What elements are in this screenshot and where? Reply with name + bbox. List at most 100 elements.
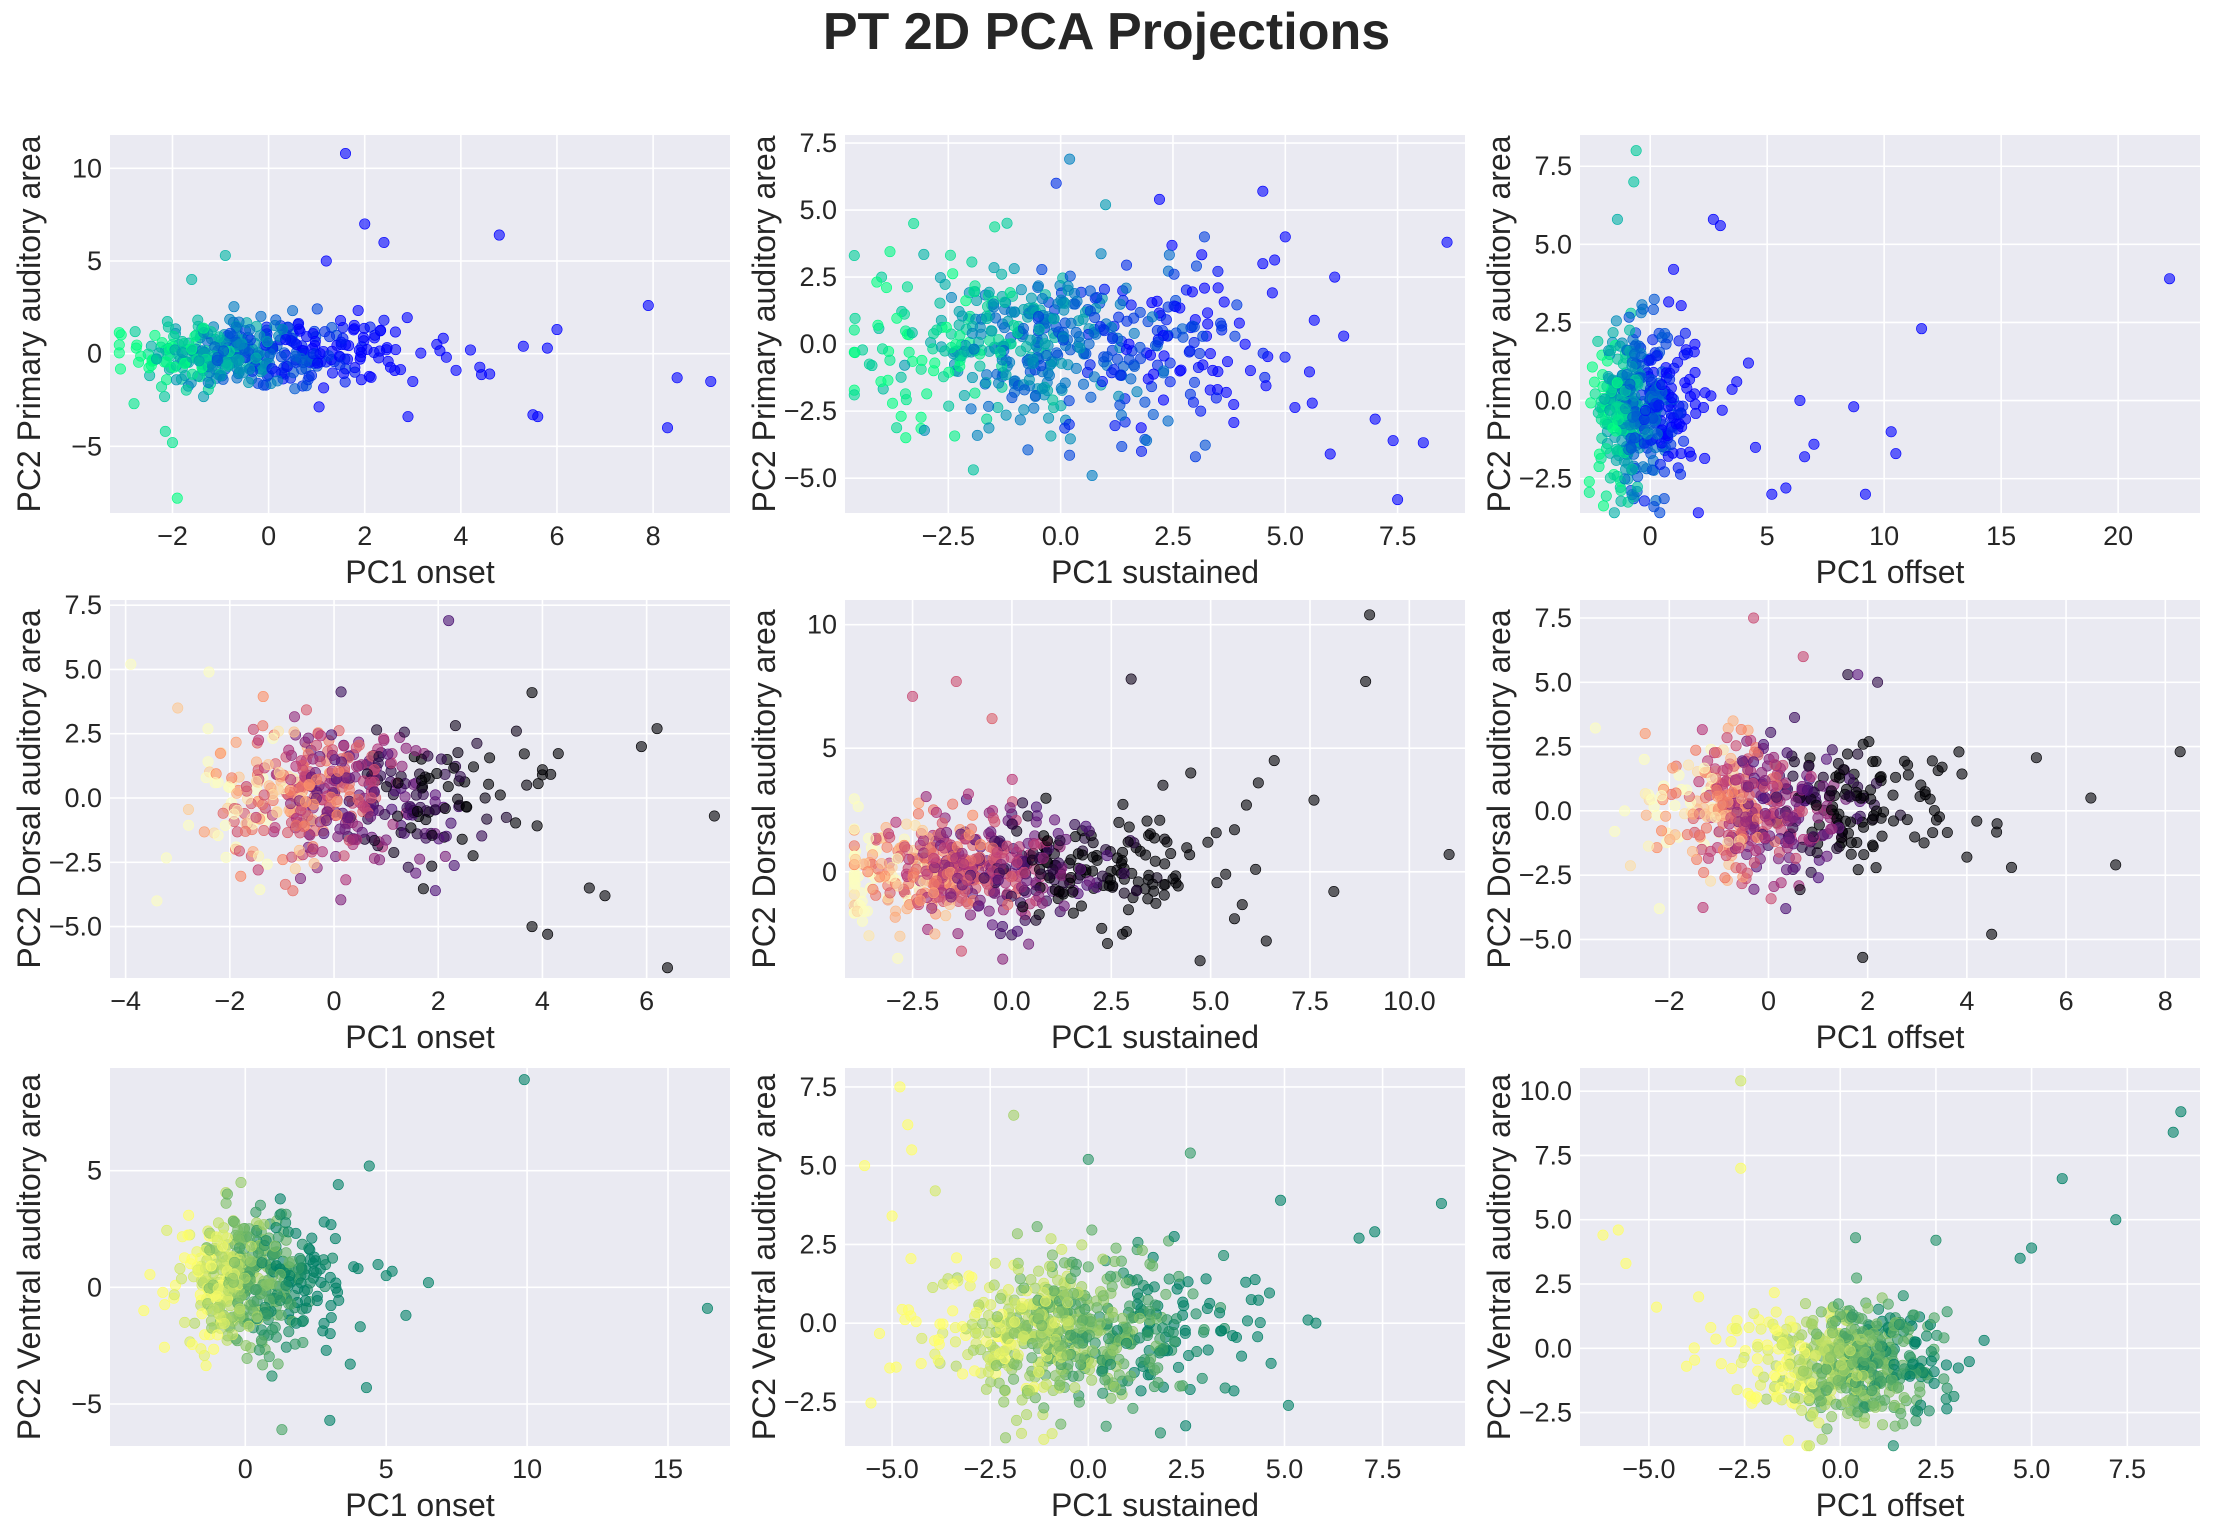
data-point [947,1305,959,1317]
data-point [1074,1322,1086,1334]
data-point [903,346,915,358]
data-point [280,1217,292,1229]
data-point [1159,858,1171,870]
data-point [1696,724,1708,736]
data-point [1638,437,1650,449]
y-tick-label: 2.5 [799,262,837,292]
x-tick-label: 2 [1860,986,1875,1016]
data-point [1624,860,1636,872]
data-point [1236,899,1248,911]
data-point [863,832,875,844]
data-point [273,766,285,778]
data-point [1002,1284,1014,1296]
data-point [1799,451,1811,463]
data-point [1144,1305,1156,1317]
data-point [151,353,163,365]
data-point [1088,327,1100,339]
data-point [1687,808,1699,820]
data-point [1046,1249,1058,1261]
data-point [449,720,461,732]
data-point [357,332,369,344]
data-point [307,328,319,340]
data-point [1360,676,1372,688]
data-point [1766,488,1778,500]
data-point [266,363,278,375]
data-point [1049,1317,1061,1329]
data-point [981,369,993,381]
data-point [1105,1270,1117,1282]
x-axis-label: PC1 sustained [1051,1487,1259,1523]
data-point [1780,789,1792,801]
data-point [315,730,327,742]
data-point [1157,1322,1169,1334]
data-point [429,789,441,801]
data-point [219,249,231,261]
data-point [1721,763,1733,775]
data-point [1047,864,1059,876]
data-point [335,686,347,698]
data-point [1214,1307,1226,1319]
data-point [270,314,282,326]
data-point [1629,390,1641,402]
data-point [1083,875,1095,887]
data-point [1803,760,1815,772]
data-point [997,953,1009,965]
data-point [1004,287,1016,299]
data-point [1033,1308,1045,1320]
data-point [1801,784,1813,796]
data-point [1170,1313,1182,1325]
data-point [1858,849,1870,861]
y-tick-label: 0.0 [1534,796,1572,826]
data-point [1172,1361,1184,1373]
data-point [307,348,319,360]
y-tick-label: 5.0 [64,654,102,684]
data-point [1123,353,1135,365]
data-point [211,354,223,366]
data-point [439,850,451,862]
data-point [1030,914,1042,926]
data-point [1104,874,1116,886]
data-point [900,394,912,406]
data-point [929,928,941,940]
data-point [1009,306,1021,318]
data-point [1656,790,1668,802]
data-point [1091,1302,1103,1314]
data-point [162,321,174,333]
data-point [220,851,232,863]
data-point [1074,863,1086,875]
data-point [1885,426,1897,438]
data-point [1146,297,1158,309]
data-point [1175,364,1187,376]
data-point [1889,1420,1901,1432]
data-point [1870,862,1882,874]
data-point [1109,1381,1121,1393]
data-point [233,366,245,378]
data-point [849,878,861,890]
data-point [239,825,251,837]
data-point [131,339,143,351]
data-point [183,1209,195,1221]
data-point [440,351,452,363]
data-point [233,354,245,366]
data-point [1825,785,1837,797]
data-point [239,1272,251,1284]
y-tick-label: 2.5 [1534,732,1572,762]
data-point [243,1320,255,1332]
data-point [354,353,366,365]
data-point [1646,464,1658,476]
y-tick-label: 2.5 [799,1229,837,1259]
data-point [916,824,928,836]
data-point [863,930,875,942]
data-point [1091,854,1103,866]
data-point [1699,792,1711,804]
data-point [296,363,308,375]
data-point [258,824,270,836]
data-point [1029,391,1041,403]
data-point [1147,409,1159,421]
data-point [1059,1290,1071,1302]
data-point [1101,351,1113,363]
x-tick-label: 5.0 [1267,521,1305,551]
data-point [983,1327,995,1339]
data-point [247,723,259,735]
data-point [1640,809,1652,821]
